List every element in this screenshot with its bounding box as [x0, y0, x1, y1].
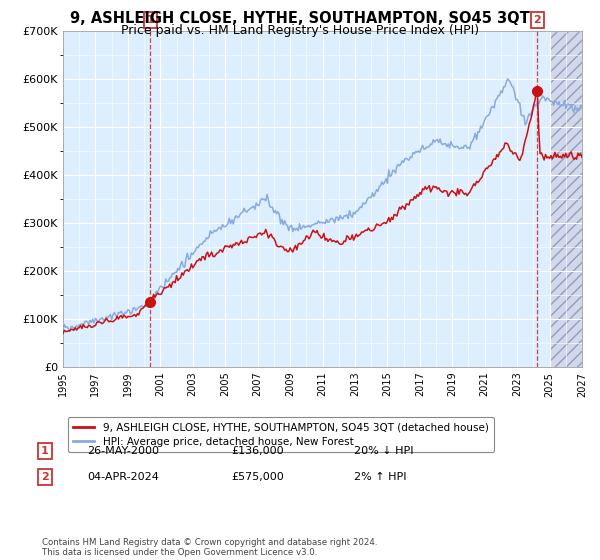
Bar [550, 31, 582, 367]
Text: 20% ↓ HPI: 20% ↓ HPI [354, 446, 413, 456]
Text: 1: 1 [146, 15, 154, 25]
Text: 2% ↑ HPI: 2% ↑ HPI [354, 472, 407, 482]
Bar [550, 31, 582, 367]
Text: 04-APR-2024: 04-APR-2024 [87, 472, 159, 482]
Text: 9, ASHLEIGH CLOSE, HYTHE, SOUTHAMPTON, SO45 3QT: 9, ASHLEIGH CLOSE, HYTHE, SOUTHAMPTON, S… [70, 11, 530, 26]
Text: Contains HM Land Registry data © Crown copyright and database right 2024.
This d: Contains HM Land Registry data © Crown c… [42, 538, 377, 557]
Text: £136,000: £136,000 [231, 446, 284, 456]
Text: 2: 2 [533, 15, 541, 25]
Legend: 9, ASHLEIGH CLOSE, HYTHE, SOUTHAMPTON, SO45 3QT (detached house), HPI: Average p: 9, ASHLEIGH CLOSE, HYTHE, SOUTHAMPTON, S… [68, 417, 494, 452]
Text: 26-MAY-2000: 26-MAY-2000 [87, 446, 159, 456]
Text: Price paid vs. HM Land Registry's House Price Index (HPI): Price paid vs. HM Land Registry's House … [121, 24, 479, 36]
Text: 2: 2 [41, 472, 49, 482]
Text: 1: 1 [41, 446, 49, 456]
Text: £575,000: £575,000 [231, 472, 284, 482]
